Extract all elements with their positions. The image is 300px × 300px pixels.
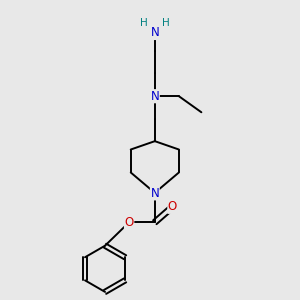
Text: N: N: [150, 26, 159, 40]
Text: H: H: [162, 18, 170, 28]
Text: N: N: [150, 187, 159, 200]
Text: O: O: [124, 216, 134, 229]
Text: N: N: [150, 90, 159, 103]
Text: O: O: [168, 200, 177, 213]
Text: H: H: [140, 18, 148, 28]
